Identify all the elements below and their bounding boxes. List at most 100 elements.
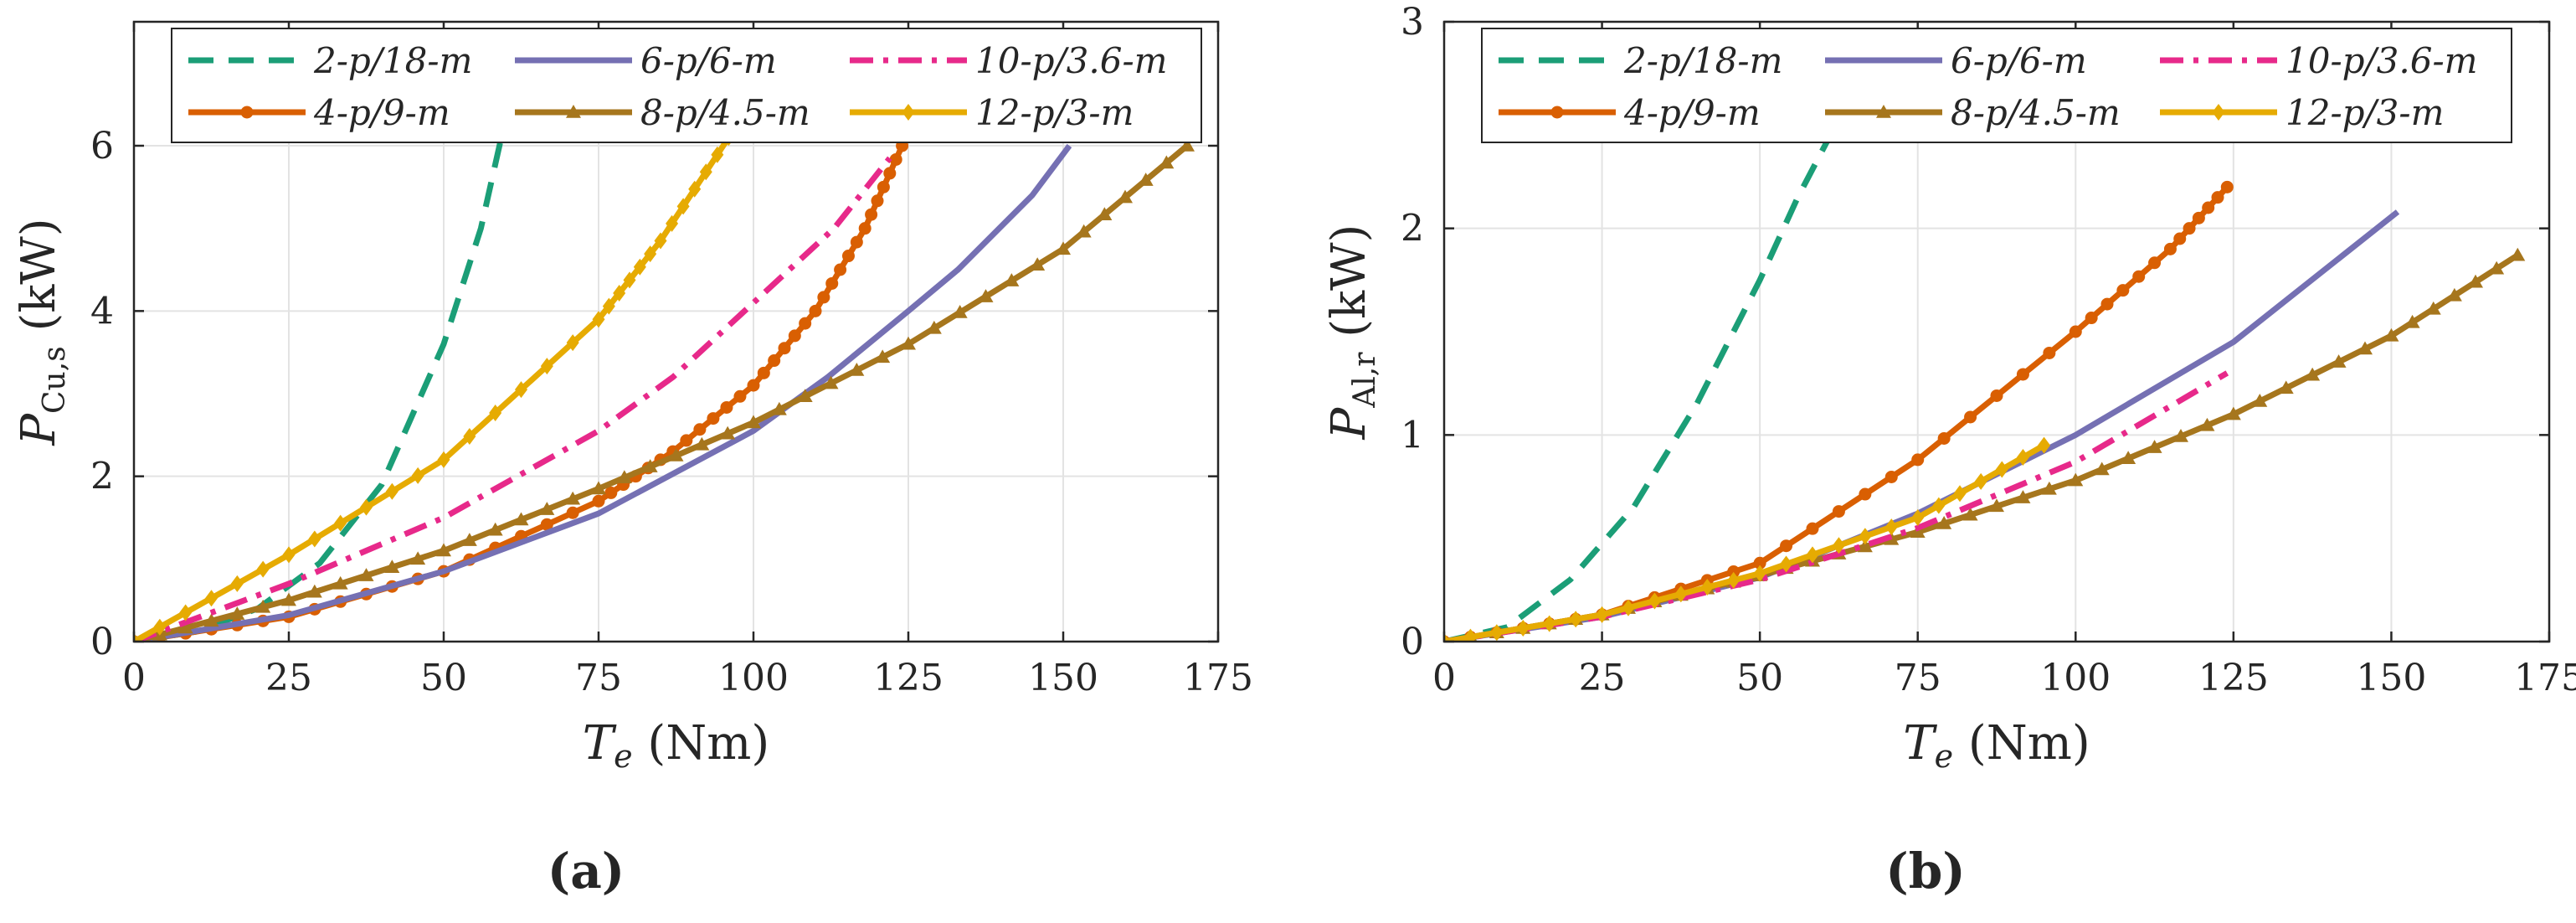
- marker-4-p/9-m: [680, 434, 693, 447]
- marker-12-p/3-m: [699, 163, 712, 181]
- marker-8-p/4.5-m: [1138, 173, 1154, 186]
- x-tick-label: 150: [1028, 657, 1098, 699]
- marker-12-p/3-m: [360, 498, 373, 516]
- marker-8-p/4.5-m: [565, 491, 581, 505]
- marker-8-p/4.5-m: [2068, 472, 2084, 487]
- marker-12-p/3-m: [463, 427, 476, 445]
- marker-4-p/9-m: [2173, 232, 2187, 245]
- marker-12-p/3-m: [1911, 509, 1925, 526]
- marker-8-p/4.5-m: [668, 448, 684, 462]
- marker-12-p/3-m: [633, 258, 646, 276]
- marker-12-p/3-m: [676, 198, 690, 215]
- marker-12-p/3-m: [644, 245, 657, 263]
- marker-8-p/4.5-m: [642, 459, 658, 472]
- marker-4-p/9-m: [883, 167, 897, 180]
- marker-12-p/3-m: [540, 358, 553, 375]
- legend-item-8-p/4.5-m: 8-p/4.5-m: [515, 92, 810, 133]
- legend-label: 4-p/9-m: [313, 92, 450, 133]
- legend-label: 4-p/9-m: [1623, 92, 1761, 133]
- y-tick-label: 0: [90, 621, 114, 663]
- marker-12-p/3-m: [1463, 628, 1477, 642]
- legend-item-4-p/9-m: 4-p/9-m: [188, 92, 450, 133]
- legend: 2-p/18-m 4-p/9-m 6-p/6-m 8-p/4.5-m 10-p/3.6-…: [1481, 28, 2512, 143]
- y-tick-label: 4: [90, 290, 114, 333]
- marker-8-p/4.5-m: [1076, 224, 1092, 238]
- legend-label: 2-p/18-m: [313, 40, 472, 81]
- marker-8-p/4.5-m: [1989, 498, 2004, 513]
- marker-8-p/4.5-m: [2357, 341, 2373, 355]
- marker-4-p/9-m: [850, 235, 863, 249]
- marker-4-p/9-m: [1884, 470, 1898, 483]
- marker-8-p/4.5-m: [1056, 241, 1071, 255]
- marker-12-p/3-m: [1700, 579, 1714, 596]
- marker-4-p/9-m: [2163, 242, 2177, 255]
- marker-12-p/3-m: [179, 604, 193, 621]
- marker-4-p/9-m: [809, 304, 822, 317]
- marker-4-p/9-m: [778, 342, 791, 355]
- x-axis-label-main: T: [583, 716, 617, 771]
- legend-item-6-p/6-m: 6-p/6-m: [515, 40, 777, 81]
- marker-12-p/3-m: [1780, 555, 1793, 573]
- marker-12-p/3-m: [411, 467, 424, 484]
- marker-4-p/9-m: [2085, 312, 2098, 325]
- marker-4-p/9-m: [858, 222, 872, 235]
- x-tick-label: 50: [420, 657, 467, 699]
- marker-8-p/4.5-m: [2446, 287, 2462, 302]
- marker-12-p/3-m: [1974, 472, 1987, 490]
- marker-12-p/3-m: [1832, 537, 1845, 554]
- y-tick-label: 1: [1401, 414, 1424, 456]
- x-tick-label: 125: [873, 657, 944, 699]
- legend-box: [1481, 28, 2512, 143]
- marker-12-p/3-m: [134, 633, 141, 642]
- marker-8-p/4.5-m: [513, 512, 529, 526]
- marker-8-p/4.5-m: [306, 584, 322, 598]
- marker-8-p/4.5-m: [2147, 440, 2162, 453]
- marker-4-p/9-m: [871, 194, 884, 208]
- marker-8-p/4.5-m: [2173, 428, 2188, 442]
- ticks: [1442, 20, 2551, 643]
- marker-4-p/9-m: [1911, 453, 1925, 467]
- y-tick-label: 0: [1401, 621, 1424, 663]
- marker-12-p/3-m: [1753, 565, 1766, 582]
- x-tick-label: 0: [122, 657, 146, 699]
- x-tick-label: 150: [2356, 657, 2426, 699]
- legend-item-12-p/3-m: 12-p/3-m: [850, 92, 1134, 133]
- series-2-p/18-m: [1444, 123, 1838, 642]
- marker-8-p/4.5-m: [591, 481, 606, 495]
- marker-12-p/3-m: [592, 311, 605, 328]
- marker-4-p/9-m: [788, 329, 801, 343]
- marker-8-p/4.5-m: [2510, 247, 2526, 261]
- marker-8-p/4.5-m: [281, 592, 296, 606]
- marker-8-p/4.5-m: [952, 304, 968, 318]
- series-line-10-p/3.6-m: [134, 156, 892, 642]
- marker-8-p/4.5-m: [2225, 406, 2241, 420]
- marker-12-p/3-m: [256, 560, 270, 578]
- y-axis-label-sub: Cu,s: [38, 346, 72, 414]
- marker-4-p/9-m: [747, 379, 760, 392]
- legend-marker-12-p/3-m: [2212, 104, 2225, 121]
- x-axis-label-unit: (Nm): [1953, 716, 2090, 771]
- legend-label: 12-p/3-m: [2285, 92, 2444, 133]
- marker-12-p/3-m: [153, 618, 167, 636]
- marker-12-p/3-m: [1490, 624, 1504, 642]
- marker-8-p/4.5-m: [1030, 257, 1046, 271]
- legend-item-10-p/3.6-m: 10-p/3.6-m: [2160, 40, 2477, 81]
- series-12-p/3-m: [134, 129, 735, 642]
- x-tick-label: 125: [2198, 657, 2269, 699]
- marker-4-p/9-m: [817, 291, 830, 304]
- marker-8-p/4.5-m: [2278, 380, 2294, 394]
- chart-panel-b: 0 25 50 75 100 125 150 175 0 1 2 3 Te (Nm) PAl,r (kW)…: [1322, 1, 2576, 900]
- marker-8-p/4.5-m: [2489, 260, 2505, 275]
- marker-8-p/4.5-m: [436, 543, 451, 557]
- marker-4-p/9-m: [1937, 431, 1951, 445]
- marker-4-p/9-m: [2220, 180, 2234, 193]
- marker-8-p/4.5-m: [177, 620, 193, 634]
- marker-4-p/9-m: [2211, 191, 2224, 204]
- legend-item-12-p/3-m: 12-p/3-m: [2160, 92, 2444, 133]
- chart-panel-a: 0 25 50 75 100 125 150 175 0 2 4 6 Te (Nm) PCu,s (kW)…: [12, 20, 1253, 900]
- marker-4-p/9-m: [1964, 410, 1977, 424]
- marker-8-p/4.5-m: [1962, 507, 1978, 521]
- x-tick-label: 175: [2514, 657, 2576, 699]
- marker-12-p/3-m: [1727, 571, 1740, 589]
- marker-8-p/4.5-m: [1180, 138, 1195, 152]
